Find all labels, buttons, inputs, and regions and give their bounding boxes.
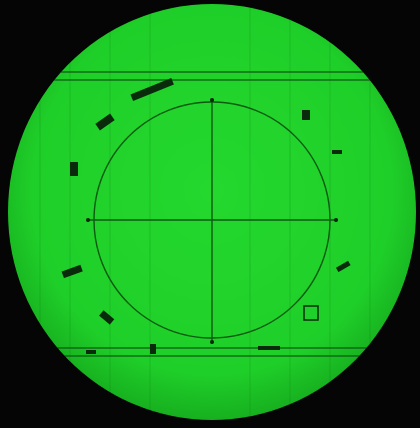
crosshair-end-dots (86, 98, 338, 344)
mark-bottom-left (150, 344, 156, 354)
mark-right-lower (335, 260, 351, 273)
mark-bottom-right (258, 346, 280, 350)
mark-bottom-far-left (86, 350, 96, 354)
mark-upper-left (95, 113, 115, 131)
mark-upper-right (302, 110, 310, 120)
mark-top-long (130, 77, 174, 101)
top-band (8, 71, 416, 81)
mark-left-upper (70, 162, 78, 176)
calibration-marks (61, 77, 351, 354)
mark-left-lower (61, 264, 83, 279)
mark-right-upper (332, 150, 342, 154)
mark-lower-left (99, 310, 115, 325)
mark-lower-right-box (303, 305, 319, 321)
bottom-band (8, 347, 416, 357)
